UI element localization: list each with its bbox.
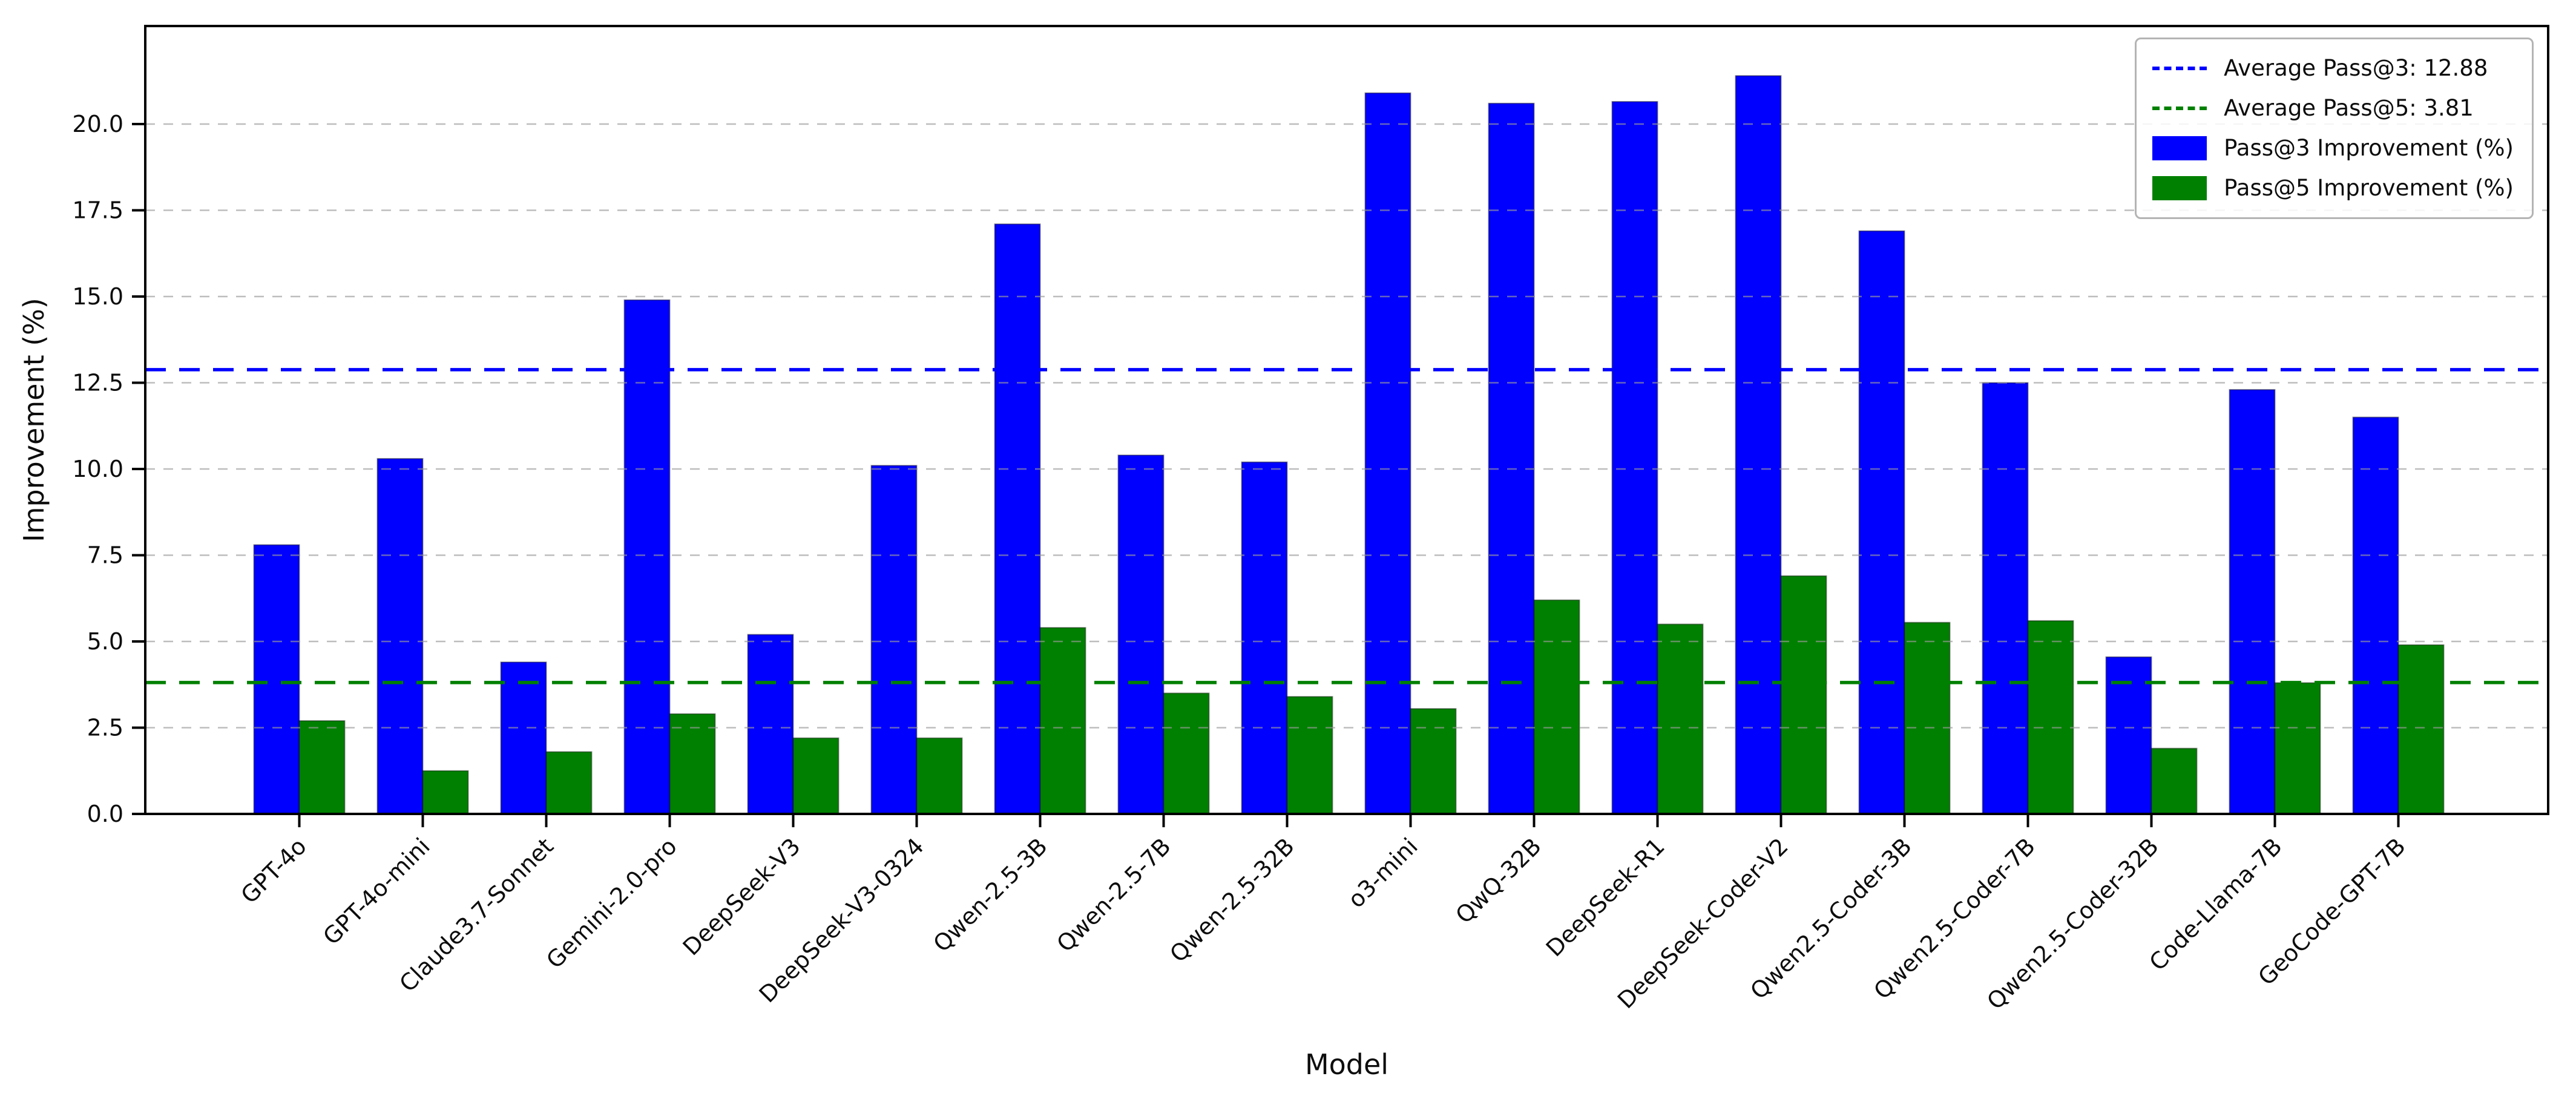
bar-pass5-Qwen2.5-Coder-7B [2027,620,2074,815]
bar-pass5-Gemini-2.0-pro [669,713,716,815]
bar-pass3-DeepSeek-R1 [1611,100,1658,815]
legend-label-pass3: Pass@3 Improvement (%) [2224,135,2514,162]
bar-pass3-DeepSeek-Coder-V2 [1735,75,1782,815]
x-tick-label-GPT-4o: GPT-4o [236,833,312,908]
bar-pass5-DeepSeek-V3-0324 [916,737,963,815]
bar-pass5-DeepSeek-Coder-V2 [1780,575,1827,815]
legend-item-pass3: Pass@3 Improvement (%) [2152,134,2514,163]
bar-pass3-DeepSeek-V3 [747,634,794,815]
bar-pass5-Qwen-2.5-7B [1163,692,1210,815]
y-tick-label-10: 10.0 [72,456,123,482]
pass5-bar-swatch-icon [2152,176,2207,201]
legend-label-pass5: Pass@5 Improvement (%) [2224,175,2514,202]
legend-item-avg-pass3: Average Pass@3: 12.88 [2152,54,2514,83]
y-tick-label-5: 5.0 [87,628,123,655]
y-axis-title: Improvement (%) [18,298,50,542]
avg-pass3-dashed-line-icon [2152,67,2207,71]
bar-pass5-Qwen-2.5-32B [1286,696,1333,815]
bar-pass3-Qwen-2.5-7B [1117,454,1165,815]
bar-pass5-GPT-4o-mini [422,770,469,815]
axis-labels: 0.0 2.5 5.0 7.5 10.0 12.5 15.0 17.5 20.0 GPT-4o GP… [18,111,2411,1081]
bar-pass5-Code-Llama-7B [2274,682,2321,815]
bar-pass3-GeoCode-GPT-7B [2352,416,2399,815]
bar-pass5-Qwen-2.5-3B [1039,627,1086,815]
bar-pass3-GPT-4o [253,544,300,815]
y-tick-label-2.5: 2.5 [87,715,123,741]
x-tick-label-QwQ-32B: QwQ-32B [1450,833,1546,928]
bar-pass3-Qwen2.5-Coder-32B [2105,656,2152,815]
bar-pass3-Qwen2.5-Coder-7B [1982,382,2029,815]
y-tick-label-15: 15.0 [72,283,123,310]
plot-frame [144,25,2549,815]
bar-pass5-Qwen2.5-Coder-3B [1904,621,1951,815]
legend: Average Pass@3: 12.88 Average Pass@5: 3.… [2135,38,2534,220]
axes [132,25,2549,827]
bars [253,75,2445,815]
bar-pass5-GeoCode-GPT-7B [2397,644,2445,815]
x-tick-label-Gemini-2.0-pro: Gemini-2.0-pro [541,833,682,974]
x-tick-label-GPT-4o-mini: GPT-4o-mini [318,833,435,950]
x-tick-label-DeepSeek-R1: DeepSeek-R1 [1541,833,1670,962]
x-axis-title: Model [1305,1048,1388,1081]
x-tick-label-Qwen-2.5-3B: Qwen-2.5-3B [928,833,1052,957]
bar-pass3-QwQ-32B [1488,102,1535,815]
x-tick-label-Code-Llama-7B: Code-Llama-7B [2144,833,2287,975]
bar-pass3-Gemini-2.0-pro [623,299,671,815]
bar-pass3-DeepSeek-V3-0324 [870,465,918,815]
x-tick-label-Qwen-2.5-32B: Qwen-2.5-32B [1165,833,1300,968]
y-tick-label-0: 0.0 [87,801,123,827]
bar-pass5-DeepSeek-V3 [792,737,840,815]
x-tick-label-o3-mini: o3-mini [1342,833,1422,913]
pass3-bar-swatch-icon [2152,136,2207,161]
bar-pass5-DeepSeek-R1 [1657,623,1704,815]
avg-pass5-dashed-line-icon [2152,107,2207,111]
bar-pass3-Qwen-2.5-3B [994,223,1041,815]
y-tick-label-12.5: 12.5 [72,370,123,396]
y-tick-label-7.5: 7.5 [87,542,123,569]
x-tick-label-DeepSeek-V3: DeepSeek-V3 [678,833,806,960]
legend-label-avg-pass5: Average Pass@5: 3.81 [2224,95,2474,122]
bar-pass5-QwQ-32B [1533,599,1580,815]
bar-pass3-o3-mini [1364,92,1411,815]
average-lines [145,368,2548,684]
x-tick-label-Qwen-2.5-7B: Qwen-2.5-7B [1051,833,1175,957]
bar-pass5-o3-mini [1410,708,1457,815]
legend-label-avg-pass3: Average Pass@3: 12.88 [2224,55,2488,81]
legend-item-pass5: Pass@5 Improvement (%) [2152,174,2514,203]
bar-pass3-GPT-4o-mini [376,457,424,815]
bar-pass3-Code-Llama-7B [2229,389,2276,815]
bar-pass3-Qwen2.5-Coder-3B [1858,230,1905,815]
bar-pass3-Qwen-2.5-32B [1241,461,1288,815]
y-tick-label-17.5: 17.5 [72,197,123,224]
bar-pass5-GPT-4o [298,720,346,815]
legend-item-avg-pass5: Average Pass@5: 3.81 [2152,94,2514,123]
bar-pass5-Qwen2.5-Coder-32B [2150,747,2198,815]
bar-pass5-Claude3.7-Sonnet [545,751,593,815]
y-tick-label-20: 20.0 [72,111,123,137]
bar-pass3-Claude3.7-Sonnet [500,661,547,815]
